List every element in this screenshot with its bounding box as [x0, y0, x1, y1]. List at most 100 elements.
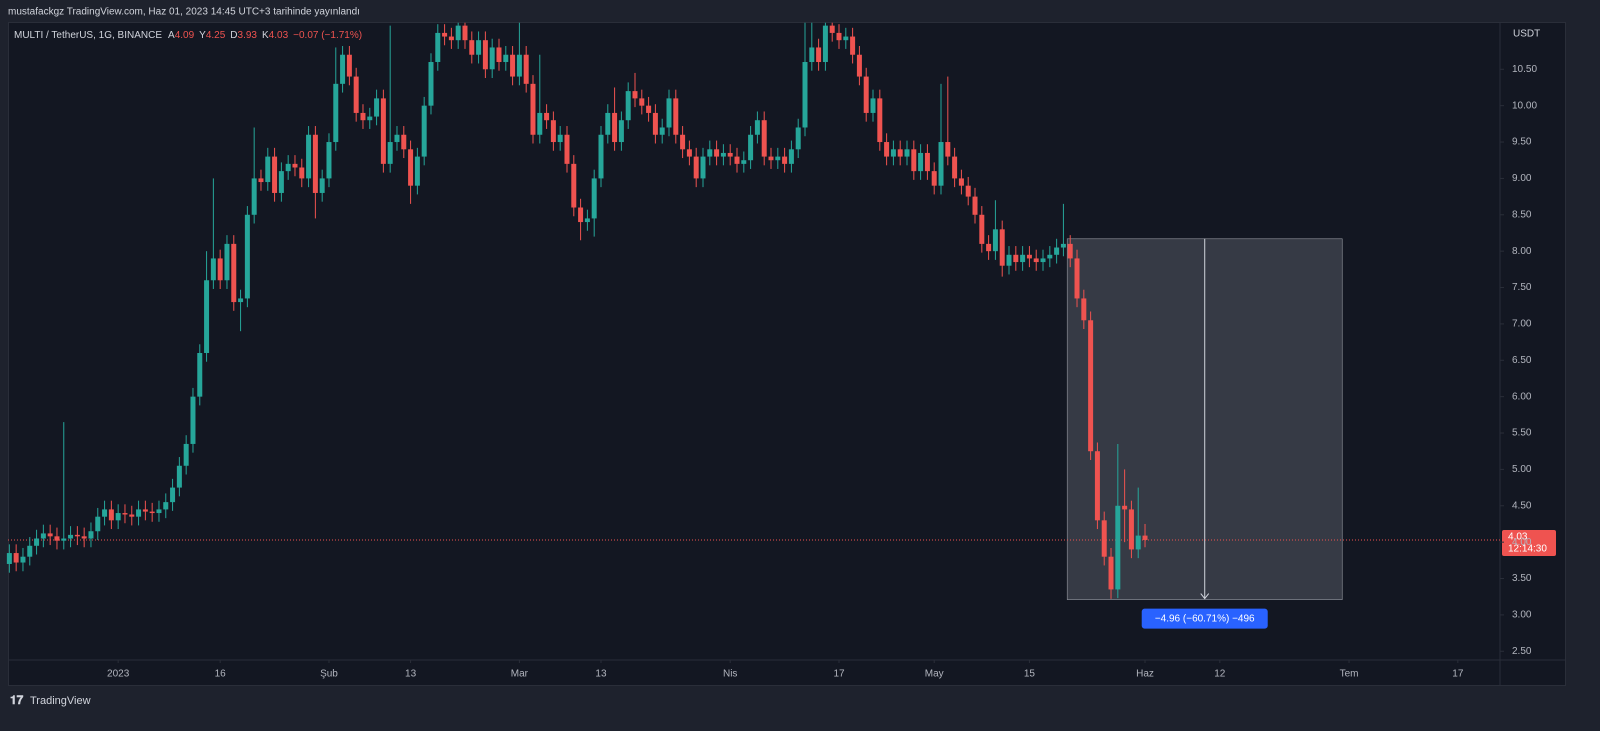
y-tick-label: 7.50	[1512, 282, 1532, 293]
y-tick-label: 7.00	[1512, 319, 1532, 330]
candle-body	[360, 112, 366, 121]
candle-body	[13, 553, 19, 563]
candle-body	[537, 112, 543, 135]
candle-body	[918, 152, 924, 172]
candle-body	[54, 536, 60, 541]
candle-body	[442, 32, 448, 37]
candle-body	[292, 163, 298, 168]
candle-body	[401, 134, 407, 150]
x-tick-label: Haz	[1136, 669, 1154, 680]
legend-label: D	[230, 30, 237, 41]
candle-body	[108, 509, 114, 521]
plot-area	[8, 22, 1500, 660]
candle-body	[618, 120, 624, 143]
candle-body	[156, 509, 162, 514]
y-tick-label: 9.50	[1512, 137, 1532, 148]
legend-value: 3.93	[238, 30, 258, 41]
candle-body	[639, 98, 645, 106]
candle-body	[904, 149, 910, 157]
candle-body	[68, 534, 74, 539]
candle-body	[516, 54, 522, 77]
candle-body	[564, 134, 570, 164]
candle-body	[802, 62, 808, 128]
candle-body	[775, 156, 781, 161]
y-tick-label: 4.00	[1512, 537, 1532, 548]
legend-value: 4.03	[269, 30, 289, 41]
y-tick-label: 3.50	[1512, 573, 1532, 584]
candle-body	[584, 218, 590, 223]
candle-body	[809, 47, 815, 63]
candle-body	[340, 54, 346, 84]
candle-body	[95, 516, 101, 532]
candle-body	[306, 134, 312, 179]
candle-body	[890, 149, 896, 157]
candle-body	[265, 156, 271, 183]
candle-body	[61, 538, 67, 541]
last-price-label: 4.03	[1508, 532, 1528, 543]
candle-body	[272, 156, 278, 193]
candle-body	[74, 534, 80, 537]
x-tick-label: 13	[405, 669, 417, 680]
candle-body	[333, 83, 339, 143]
candle-body	[591, 178, 597, 219]
candle-body	[829, 25, 835, 33]
candle-body	[1128, 509, 1134, 550]
candle-body	[1033, 258, 1039, 263]
candle-body	[734, 156, 740, 164]
x-tick-label: Nis	[723, 669, 737, 680]
candle-body	[1067, 243, 1073, 259]
candle-body	[285, 163, 291, 172]
candle-body	[958, 178, 964, 186]
candle-body	[754, 120, 760, 135]
candle-body	[136, 509, 142, 517]
candle-body	[251, 178, 257, 215]
candle-body	[394, 134, 400, 143]
candle-body	[1074, 258, 1080, 299]
footer: 𝟏𝟕 TradingView	[10, 693, 91, 707]
candle-body	[482, 40, 488, 70]
currency: USDT	[1513, 29, 1540, 40]
y-tick-label: 3.00	[1512, 610, 1532, 621]
candle-body	[408, 149, 414, 186]
y-tick-label: 6.00	[1512, 391, 1532, 402]
x-tick-label: Mar	[511, 669, 529, 680]
last-price-badge	[1502, 529, 1556, 556]
candle-body	[1081, 298, 1087, 321]
candle-body	[605, 112, 611, 135]
candle-body	[346, 54, 352, 77]
x-tick-label: May	[925, 669, 944, 680]
candle-body	[176, 465, 182, 488]
candle-body	[544, 112, 550, 121]
candle-body	[911, 149, 917, 172]
candle-body	[897, 149, 903, 157]
y-tick-label: 4.50	[1512, 500, 1532, 511]
y-tick-label: 2.50	[1512, 646, 1532, 657]
x-tick-label: 17	[1452, 669, 1464, 680]
candle-body	[428, 62, 434, 106]
candle-body	[1101, 520, 1107, 557]
candle-body	[462, 25, 468, 41]
candle-body	[598, 134, 604, 179]
candle-body	[986, 243, 992, 252]
candle-body	[183, 443, 189, 466]
candle-body	[1026, 254, 1032, 259]
candle-body	[435, 32, 441, 63]
candle-body	[992, 229, 998, 252]
y-tick-label: 5.00	[1512, 464, 1532, 475]
candle-body	[788, 149, 794, 164]
candle-body	[115, 513, 121, 521]
candle-body	[1108, 556, 1114, 590]
legend-label: K	[262, 30, 269, 41]
countdown: 12:14:30	[1508, 544, 1547, 555]
candle-body	[952, 156, 958, 179]
candle-body	[843, 36, 849, 41]
chart-border	[8, 22, 1566, 686]
candle-body	[700, 156, 706, 179]
time-axis	[8, 660, 1566, 686]
candle-body	[707, 149, 713, 157]
price-axis	[1500, 22, 1566, 660]
legend-value: 4.25	[206, 30, 226, 41]
candle-body	[258, 178, 264, 183]
candle-body	[652, 112, 658, 135]
